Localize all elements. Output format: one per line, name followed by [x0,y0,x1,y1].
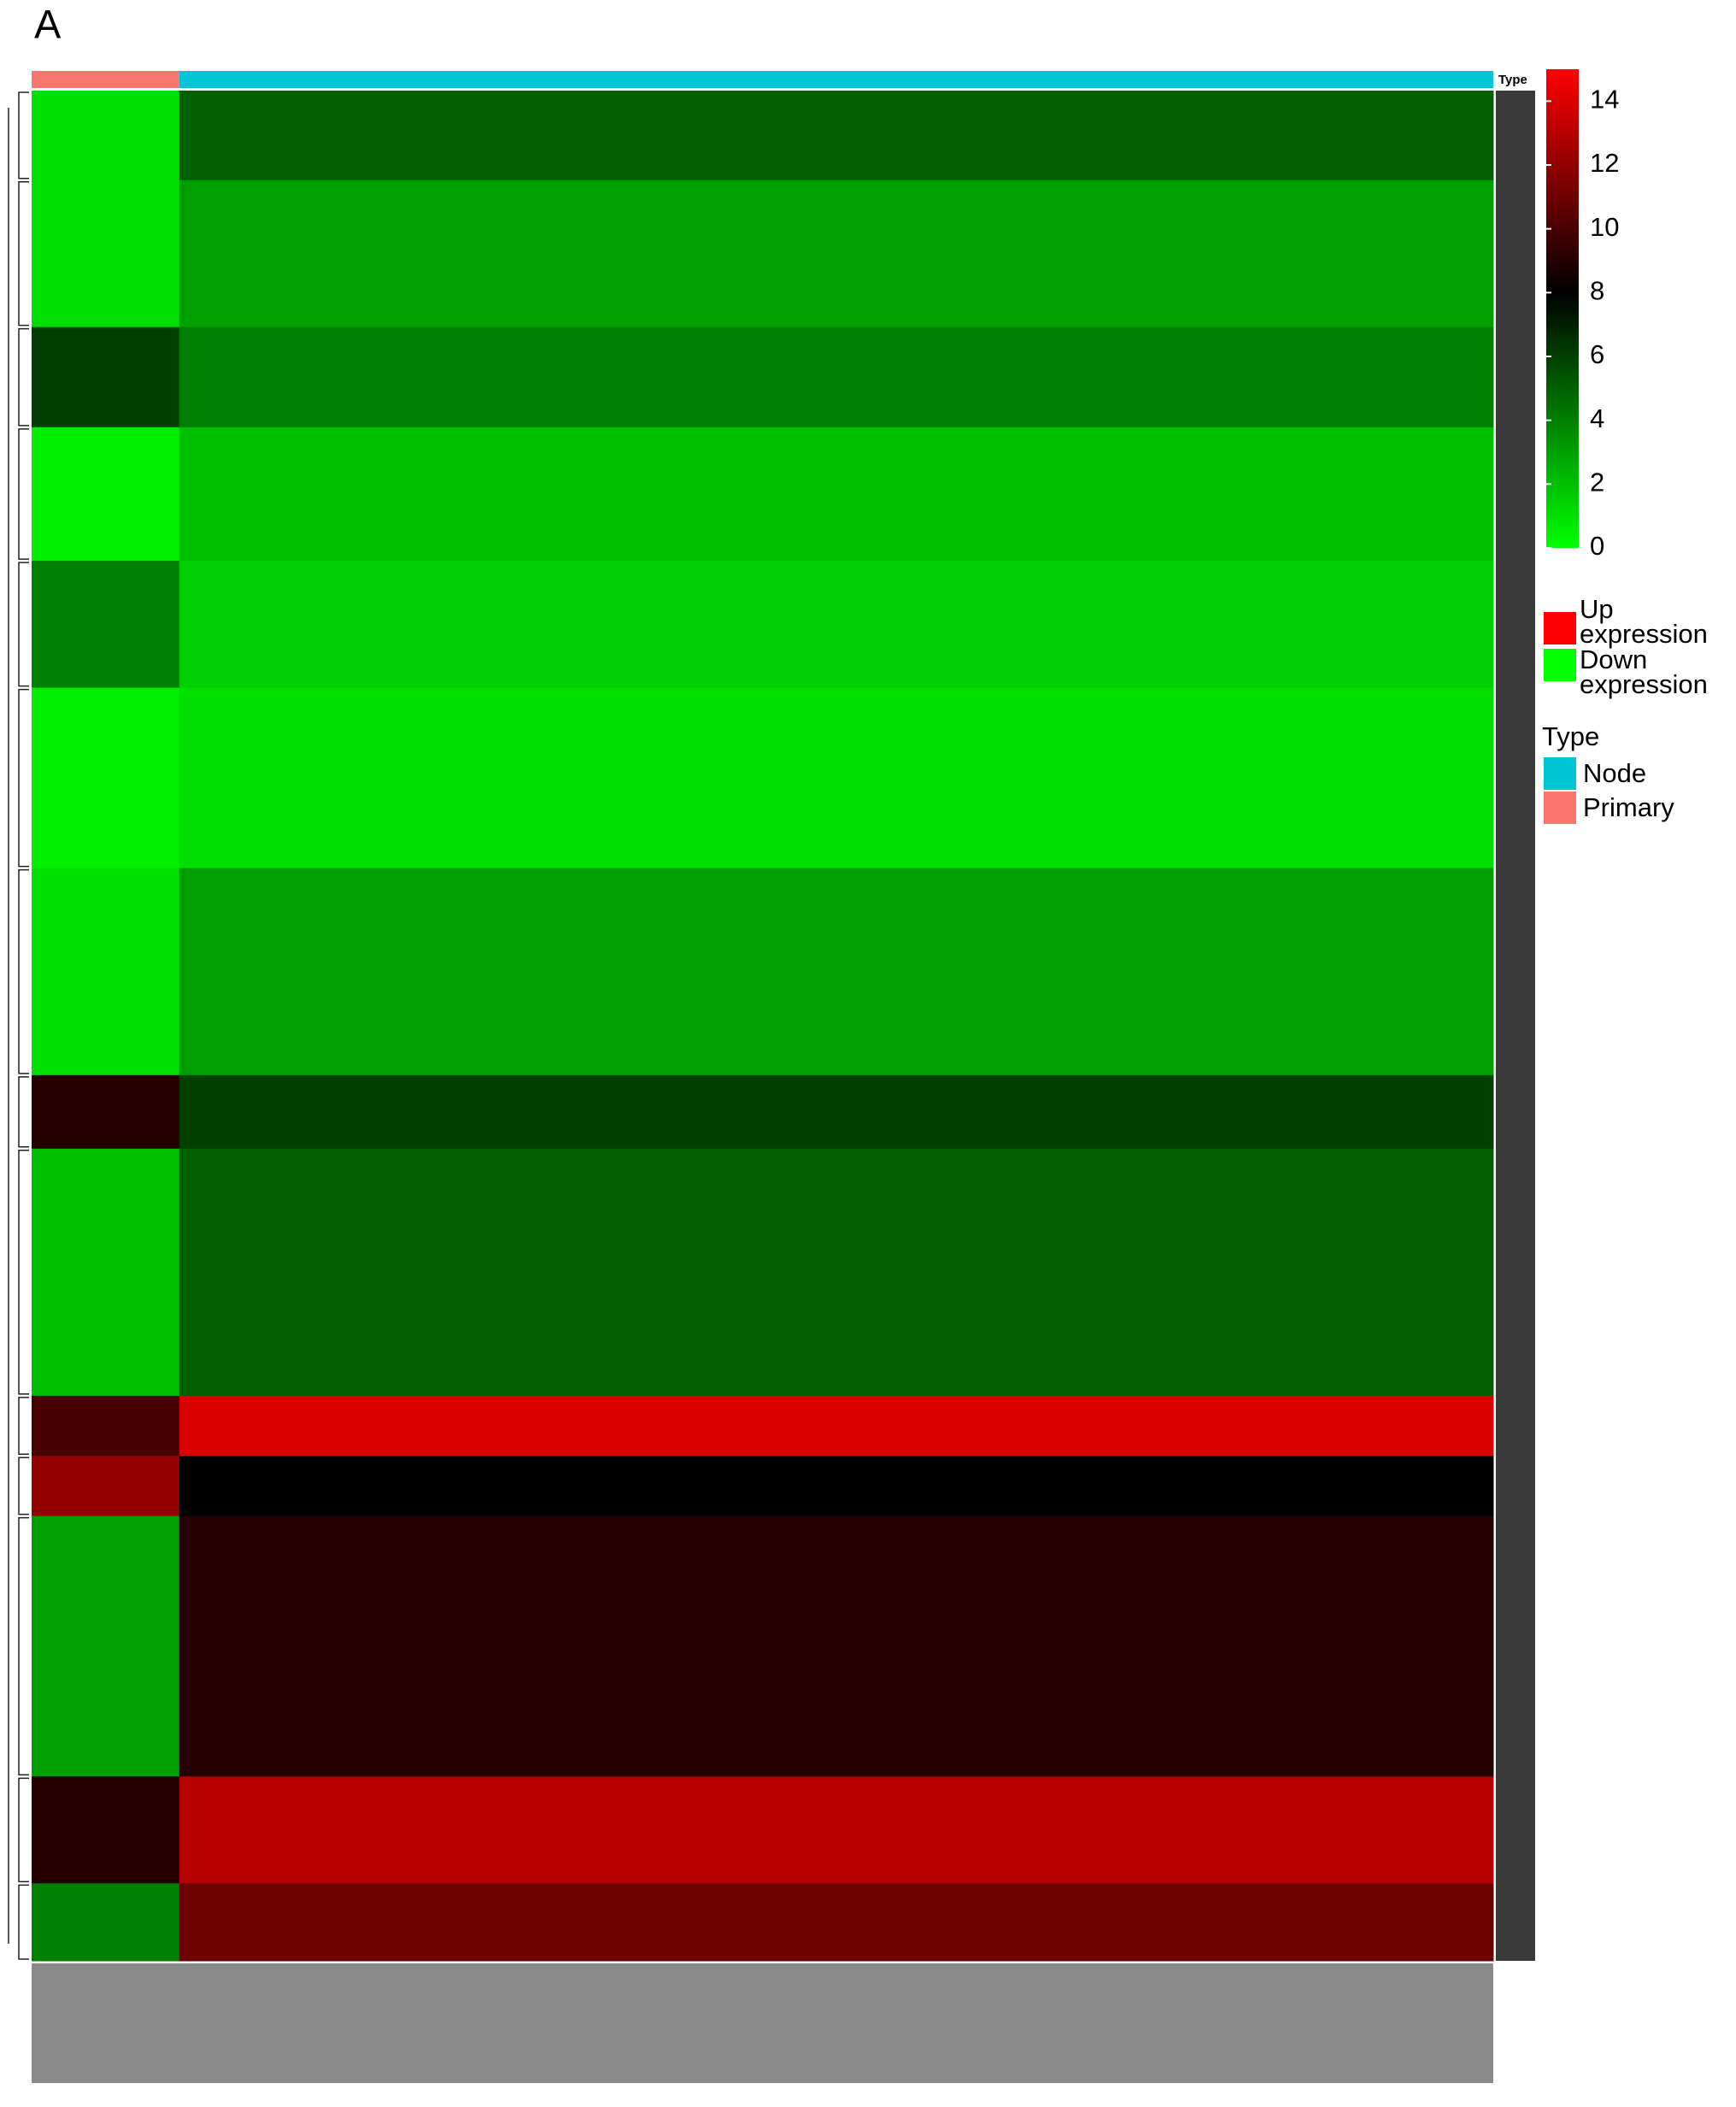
heatmap-cell [32,561,180,689]
colorbar-tick-label: 2 [1590,468,1604,497]
legend-swatch [1544,612,1576,644]
legend-text: Down expression [1580,644,1708,699]
heatmap-cell [32,1883,180,1962]
colorbar [1546,69,1579,548]
heatmap-cell [179,687,1494,869]
colorbar-tick-label: 6 [1590,339,1604,369]
heatmap-cell [32,868,180,1076]
heatmap-cell [179,1074,1494,1150]
colorbar-tick-label: 8 [1590,276,1604,306]
annotation-bar [32,71,179,88]
heatmap-cell [32,1776,180,1884]
gene-labels [1496,91,1535,1961]
dendrogram [18,868,29,1074]
heatmap-cell [179,868,1494,1076]
heatmap-cell [179,1456,1494,1517]
heatmap-cell [179,1776,1494,1884]
heatmap-cell [32,180,180,328]
heatmap-cell [32,427,180,562]
dendrogram [18,180,29,327]
heatmap-cell [32,1148,180,1397]
dendrogram [18,688,29,868]
dendrogram [18,91,29,180]
legend-text: Up expression [1580,594,1708,649]
heatmap-cell [179,1883,1494,1962]
colorbar-tick-label: 10 [1590,212,1619,242]
heatmap-cell [32,687,180,869]
heatmap-cell [179,1395,1494,1457]
legend-swatch [1544,757,1576,790]
heatmap-cell [179,180,1494,328]
sample-labels [32,1963,1493,2083]
colorbar-tick-label: 0 [1590,531,1604,561]
heatmap-cell [32,1516,180,1777]
colorbar-tick-label: 14 [1590,85,1619,115]
heatmap-cell [179,1516,1494,1777]
legend-swatch [1544,649,1576,681]
dendrogram [18,1516,29,1776]
annotation-label: Type [1498,73,1527,87]
dendrogram [18,1397,29,1455]
heatmap-cell [179,1148,1494,1397]
legend-swatch [1544,792,1576,824]
colorbar-tick-label: 4 [1590,403,1604,433]
dendrogram [18,562,29,687]
heatmap-cell [179,91,1494,181]
heatmap-cell [179,327,1494,428]
legend-title: Type [1542,721,1599,751]
dendrogram [18,1884,29,1960]
heatmap-cell [179,561,1494,689]
heatmap-cell [32,327,180,428]
dendrogram [18,1777,29,1883]
legend-label: Primary [1583,792,1674,822]
dendrogram [18,327,29,427]
heatmap-cell [179,427,1494,562]
legend-label: Node [1583,758,1646,788]
colorbar-tick-label: 12 [1590,148,1619,178]
dendrogram [18,1150,29,1395]
panel-label: A [34,1,62,46]
dendrogram [18,428,29,560]
heatmap-cell [32,91,180,181]
annotation-bar [179,71,1493,88]
dendrogram [18,1457,29,1516]
heatmap-cell [32,1395,180,1457]
heatmap-cell [32,1456,180,1517]
dendrogram [18,1076,29,1148]
heatmap-cell [32,1074,180,1150]
